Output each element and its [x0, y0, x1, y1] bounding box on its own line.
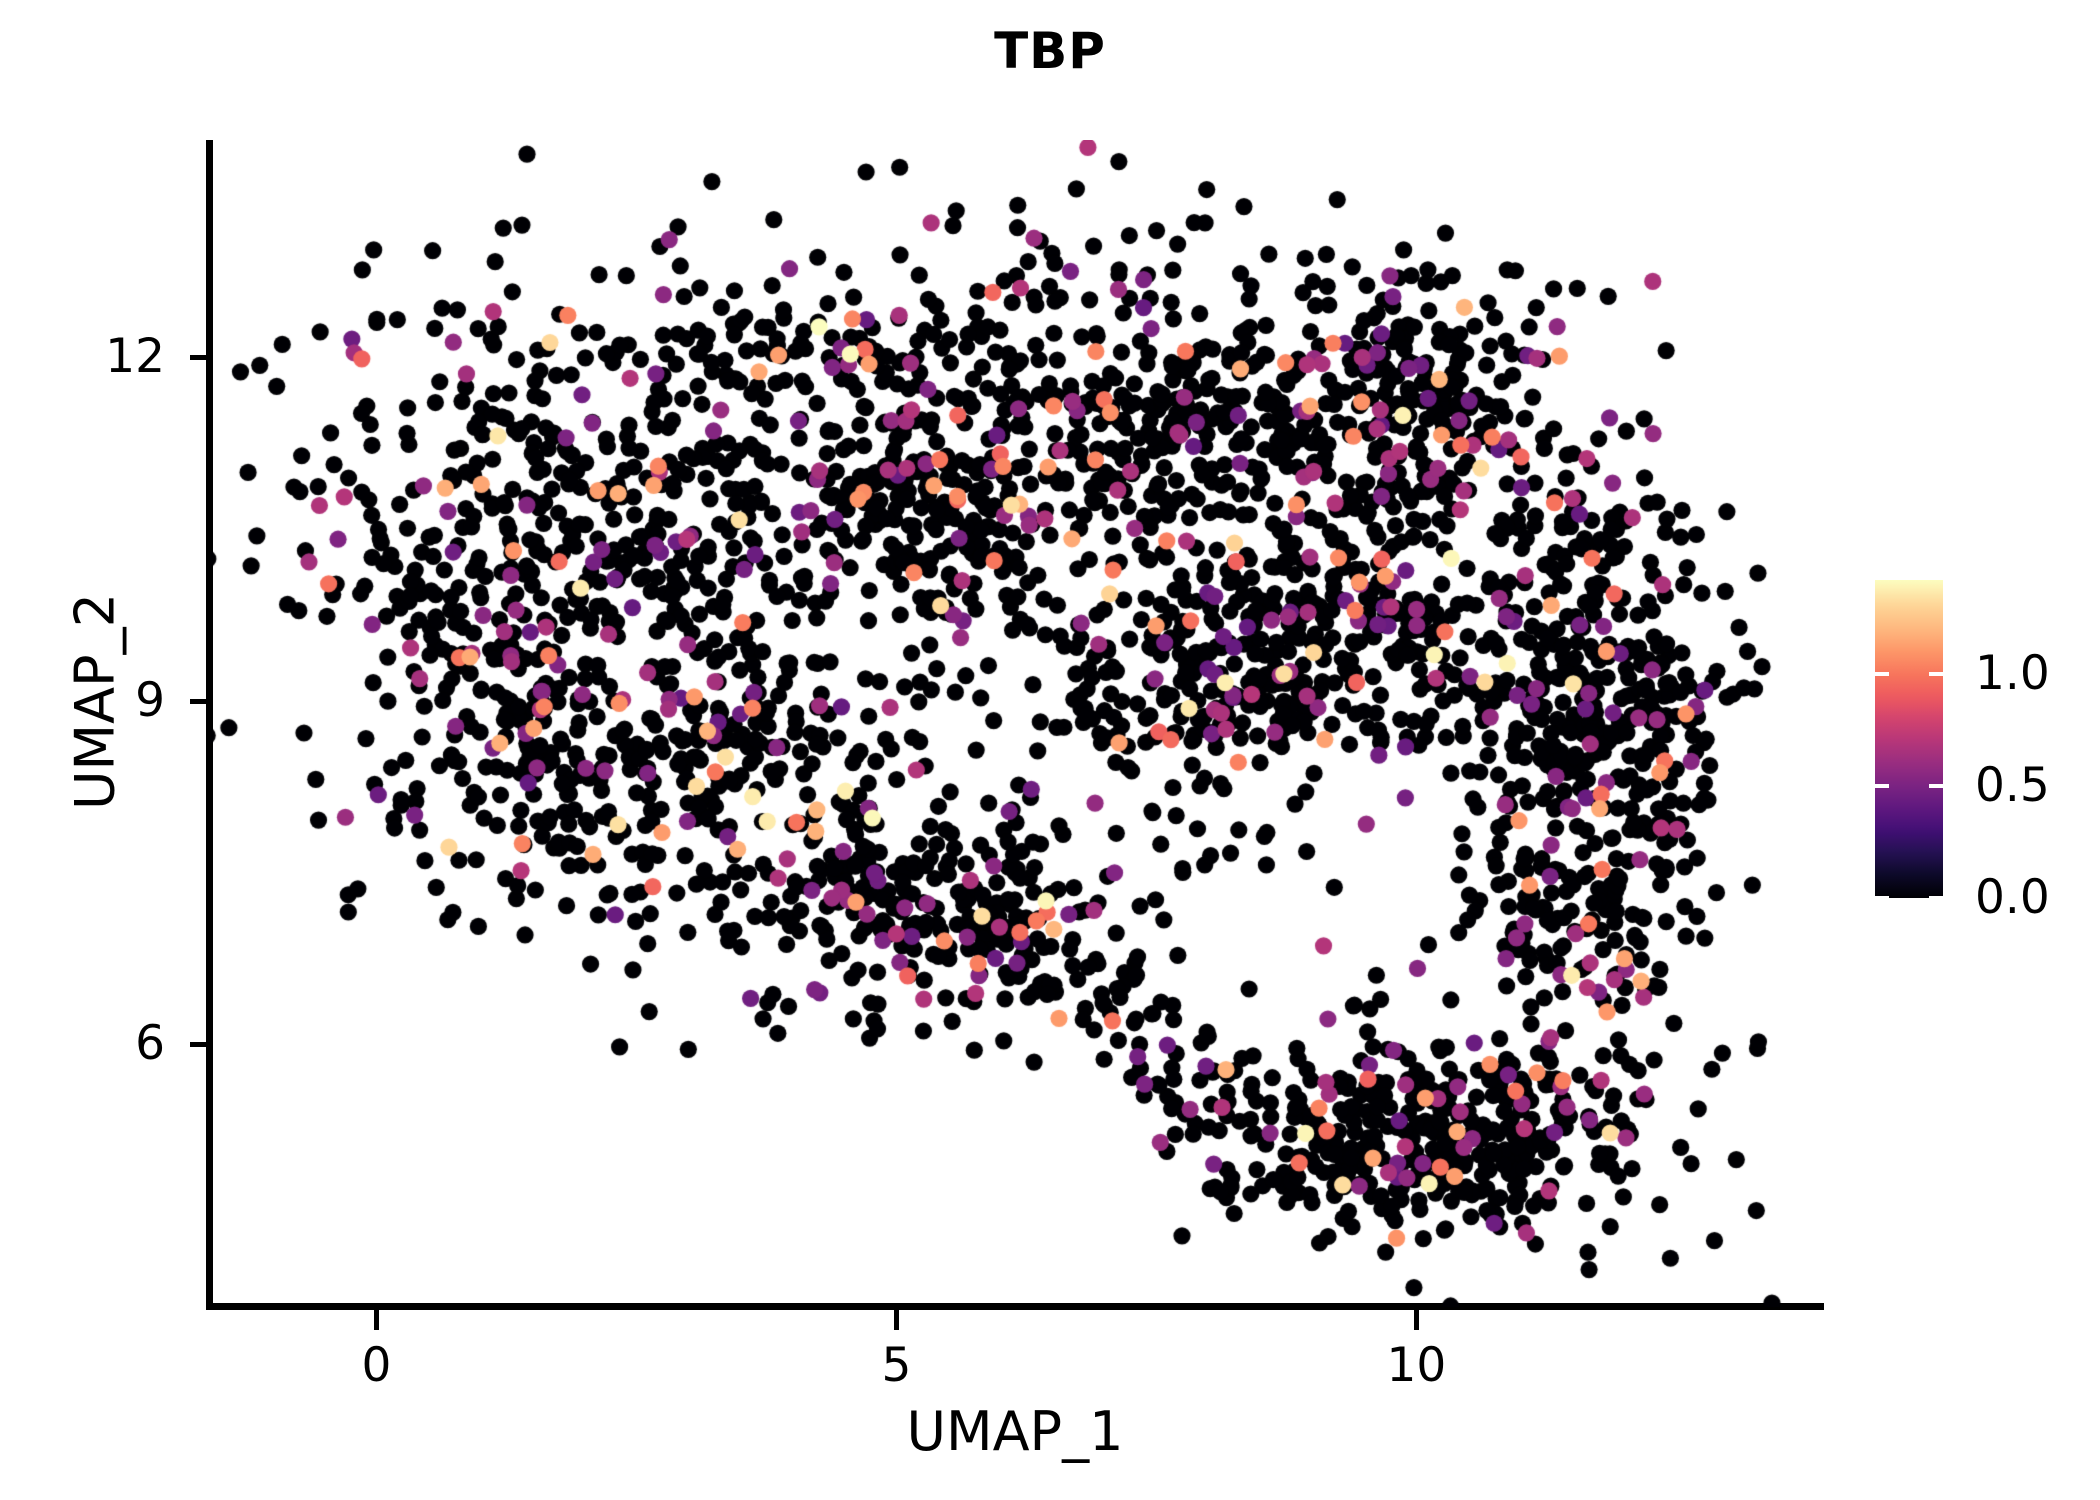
scatter-plot-canvas — [210, 140, 1822, 1307]
y-tick-label: 12 — [105, 329, 165, 385]
x-tick-label: 10 — [1386, 1338, 1447, 1393]
y-tick-mark — [190, 698, 210, 704]
x-tick-mark — [894, 1310, 900, 1330]
y-axis-spine — [206, 140, 213, 1310]
colorbar-tick-mark — [1875, 784, 1889, 789]
y-tick-mark — [190, 355, 210, 361]
colorbar-tick-label: 1.0 — [1975, 646, 2050, 702]
page-title: TBP — [994, 22, 1106, 80]
colorbar: 0.0 0.5 1.0 — [1875, 580, 2095, 921]
colorbar-tick-mark — [1875, 896, 1889, 900]
y-tick-label: 9 — [135, 672, 165, 728]
y-tick-mark — [190, 1041, 210, 1047]
colorbar-tick-mark — [1929, 896, 1943, 900]
y-tick-label: 6 — [135, 1015, 165, 1071]
colorbar-tick-label: 0.5 — [1975, 758, 2050, 814]
x-tick-label: 0 — [361, 1338, 392, 1393]
colorbar-gradient — [1875, 580, 1943, 898]
colorbar-tick-mark — [1875, 672, 1889, 677]
colorbar-tick-label: 0.0 — [1975, 870, 2050, 925]
colorbar-tick-mark — [1929, 672, 1943, 677]
x-tick-mark — [1414, 1310, 1420, 1330]
x-tick-mark — [374, 1310, 380, 1330]
x-tick-label: 5 — [881, 1338, 912, 1393]
y-axis-label: UMAP_2 — [63, 593, 127, 810]
x-axis-label: UMAP_1 — [906, 1400, 1124, 1463]
colorbar-tick-mark — [1929, 784, 1943, 789]
